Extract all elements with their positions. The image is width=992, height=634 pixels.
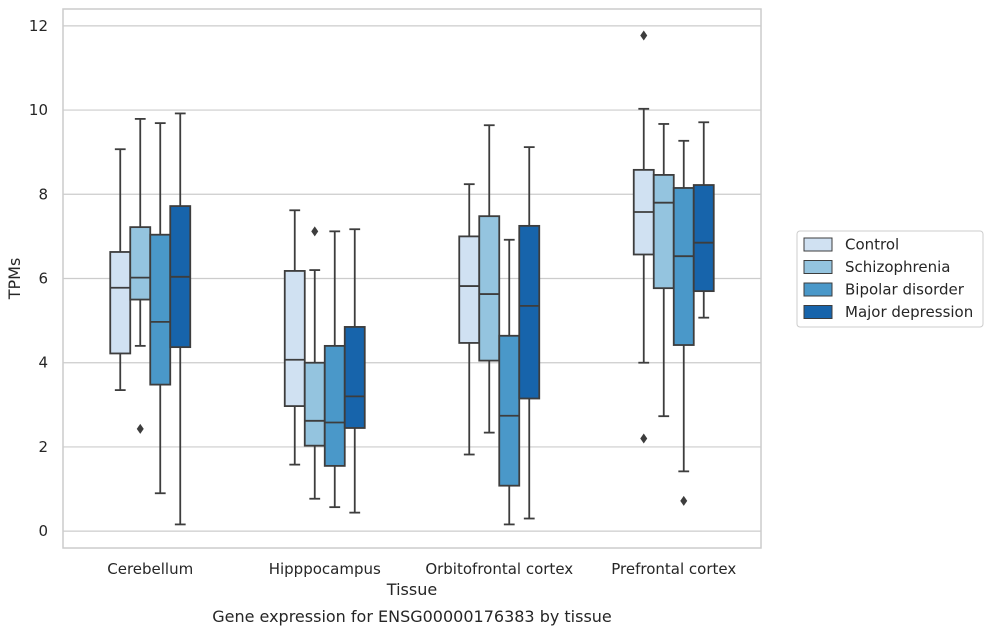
boxes-layer	[109, 30, 715, 526]
iqr-box	[129, 226, 152, 301]
box-control	[632, 30, 655, 444]
iqr-box	[343, 326, 366, 429]
box-major-depression	[692, 121, 715, 319]
box-bipolar-disorder	[498, 238, 521, 526]
iqr-box	[283, 270, 306, 407]
chart-caption: Gene expression for ENSG00000176383 by t…	[212, 607, 612, 626]
outlier-point	[640, 433, 648, 444]
x-axis-label: Tissue	[386, 580, 437, 599]
x-tick-label: Prefrontal cortex	[611, 560, 736, 578]
box-schizophrenia	[129, 118, 152, 434]
y-axis-label: TPMs	[5, 258, 24, 301]
x-axis-ticks: Cerebellum Hipppocampus Orbitofrontal cort…	[107, 560, 736, 578]
y-tick-label: 8	[38, 185, 48, 203]
legend: Control Schizophrenia Bipolar disorder Majo…	[796, 230, 984, 328]
x-tick-label: Orbitofrontal cortex	[425, 560, 573, 578]
box-schizophrenia	[303, 226, 326, 500]
legend-swatch	[803, 237, 833, 252]
iqr-box	[518, 224, 541, 400]
outlier-point	[136, 423, 144, 434]
box-bipolar-disorder	[149, 122, 172, 495]
legend-swatch	[803, 282, 833, 297]
box-schizophrenia	[478, 124, 501, 434]
box-control	[458, 183, 481, 456]
plot-frame	[62, 8, 762, 549]
iqr-box	[149, 233, 172, 386]
iqr-box	[323, 344, 346, 467]
iqr-box	[498, 334, 521, 487]
iqr-box	[303, 361, 326, 447]
iqr-box	[672, 187, 695, 346]
box-major-depression	[169, 112, 192, 526]
legend-label: Control	[845, 236, 899, 254]
x-tick-label: Cerebellum	[107, 560, 193, 578]
y-tick-label: 10	[29, 101, 48, 119]
legend-swatch	[803, 260, 833, 274]
y-axis-ticks: 0 2 4 6 8 10 12	[29, 17, 48, 540]
iqr-box	[692, 184, 715, 293]
y-tick-label: 12	[29, 17, 48, 35]
iqr-box	[109, 251, 132, 355]
box-bipolar-disorder	[672, 139, 695, 506]
box-major-depression	[518, 146, 541, 520]
y-tick-label: 2	[38, 438, 48, 456]
y-tick-label: 4	[38, 354, 48, 372]
box-control	[283, 209, 306, 466]
outlier-point	[640, 30, 648, 41]
box-major-depression	[343, 228, 366, 514]
outlier-point	[311, 226, 319, 237]
box-control	[109, 148, 132, 391]
iqr-box	[458, 235, 481, 344]
box-bipolar-disorder	[323, 230, 346, 509]
x-tick-label: Hipppocampus	[269, 560, 381, 578]
legend-frame	[796, 230, 984, 328]
legend-label: Schizophrenia	[845, 258, 950, 276]
outlier-point	[680, 495, 688, 506]
y-tick-label: 0	[38, 522, 48, 540]
legend-label: Major depression	[845, 303, 973, 321]
iqr-box	[652, 174, 675, 290]
box-schizophrenia	[652, 123, 675, 418]
y-tick-label: 6	[38, 270, 48, 288]
legend-swatch	[803, 305, 833, 319]
iqr-box	[478, 215, 501, 362]
legend-label: Bipolar disorder	[845, 281, 965, 299]
